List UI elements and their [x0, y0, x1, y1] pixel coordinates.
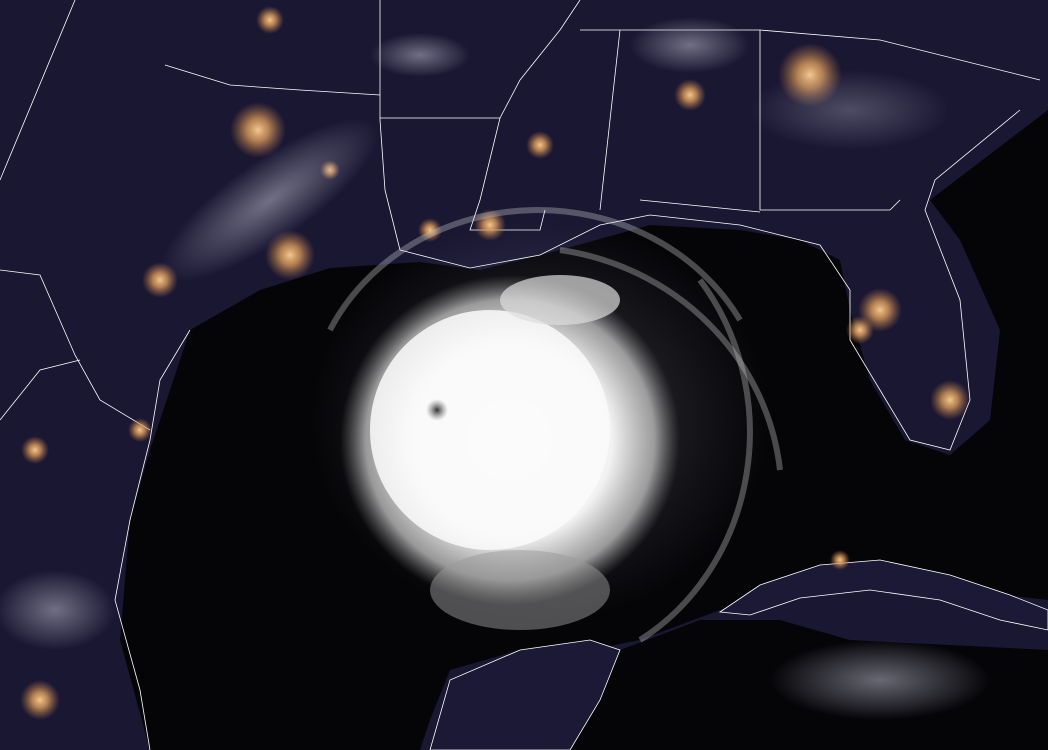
- hurricane-eye: [426, 399, 448, 421]
- cuba: [718, 559, 1048, 631]
- clouds: [0, 17, 990, 720]
- hurricane: [310, 207, 783, 643]
- yucatan: [429, 639, 621, 750]
